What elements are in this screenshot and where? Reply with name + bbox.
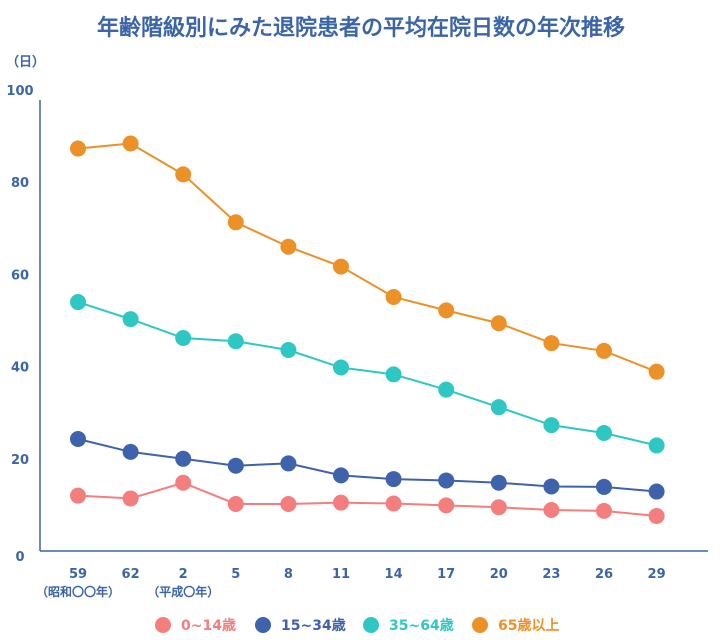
data-point: [333, 494, 349, 511]
chart-title: 年齢階級別にみた退院患者の平均在院日数の年次推移: [96, 16, 625, 41]
series-line: [77, 301, 657, 447]
data-point: [438, 302, 455, 319]
x-tick-label: 11: [332, 567, 350, 582]
data-point: [70, 294, 86, 311]
data-point: [490, 474, 507, 491]
data-point: [385, 495, 402, 512]
data-point: [385, 366, 402, 383]
data-point: [227, 495, 244, 512]
y-tick-label: 60: [11, 268, 29, 283]
data-point: [648, 483, 665, 500]
data-point: [543, 417, 560, 434]
data-point: [385, 288, 402, 305]
data-point: [438, 381, 455, 398]
series-line: [77, 142, 657, 373]
x-tick-label: 20: [490, 567, 508, 582]
data-point: [175, 166, 192, 183]
x-tick-label: 59: [69, 567, 87, 582]
data-point: [333, 467, 349, 484]
series-4: [70, 135, 665, 380]
y-tick-label: 100: [6, 84, 33, 99]
legend-item: 65歳以上: [472, 617, 559, 634]
legend-label: 65歳以上: [498, 617, 559, 634]
data-point: [333, 359, 349, 376]
x-tick-label: 62: [122, 567, 140, 582]
x-tick-label: 8: [284, 567, 293, 582]
x-tick-label: 17: [437, 567, 455, 582]
y-tick-label: 40: [11, 361, 29, 376]
data-point: [280, 238, 297, 255]
series-3: [70, 294, 665, 454]
legend-label: 15~34歳: [281, 617, 346, 634]
data-point: [280, 342, 297, 359]
data-point: [175, 330, 192, 347]
data-point: [227, 457, 244, 474]
legend: 0~14歳 15~34歳 35~64歳 65歳以上: [155, 617, 559, 634]
data-point: [122, 135, 139, 152]
data-point: [596, 424, 612, 441]
data-point: [648, 437, 665, 454]
legend-marker: [255, 617, 271, 633]
x-tick-label: 26: [595, 567, 613, 582]
data-point: [490, 399, 507, 416]
series-line: [77, 481, 657, 517]
legend-marker: [155, 617, 171, 633]
data-point: [70, 140, 86, 157]
data-point: [490, 315, 507, 332]
y-tick-label: 0: [15, 550, 24, 565]
series-2: [70, 430, 665, 500]
y-tick-label: 20: [11, 453, 29, 468]
x-era-label: （昭和〇〇年）: [36, 584, 120, 599]
data-point: [490, 499, 507, 516]
x-tick-label: 29: [648, 567, 666, 582]
data-point: [175, 474, 192, 491]
data-point: [543, 335, 560, 352]
data-point: [543, 501, 560, 518]
data-point: [596, 502, 612, 519]
x-tick-label: 5: [231, 567, 240, 582]
data-point: [596, 342, 612, 359]
data-point: [122, 311, 139, 328]
series-line: [77, 438, 657, 493]
x-axis: 59 62 2 5 8 11 14 17 20 23 26 29 （昭和〇〇年） （平成〇年）: [36, 550, 708, 599]
data-point: [385, 471, 402, 488]
data-point: [543, 478, 560, 495]
series-1: [70, 474, 665, 524]
series-layer: [70, 135, 665, 524]
data-point: [596, 478, 612, 495]
data-point: [70, 430, 86, 447]
x-tick-label: 2: [179, 567, 188, 582]
data-point: [227, 214, 244, 231]
data-point: [438, 472, 455, 489]
data-point: [648, 363, 665, 380]
x-tick-label: 23: [542, 567, 560, 582]
legend-item: 35~64歳: [363, 617, 454, 634]
data-point: [438, 497, 455, 514]
legend-marker: [363, 617, 379, 633]
data-point: [227, 333, 244, 350]
y-tick-label: 80: [11, 176, 29, 191]
legend-marker: [472, 617, 488, 633]
legend-item: 15~34歳: [255, 617, 346, 634]
x-era-label: （平成〇年）: [147, 584, 219, 599]
data-point: [122, 490, 139, 507]
data-point: [648, 507, 665, 524]
data-point: [122, 443, 139, 460]
legend-label: 35~64歳: [389, 617, 454, 634]
data-point: [70, 487, 86, 504]
data-point: [280, 455, 297, 472]
data-point: [280, 495, 297, 512]
y-axis: （日） 0 20 40 60 80 100: [6, 54, 45, 565]
legend-label: 0~14歳: [181, 617, 236, 634]
data-point: [333, 258, 349, 275]
data-point: [175, 450, 192, 467]
x-tick-label: 14: [385, 567, 403, 582]
y-axis-unit-label: （日）: [6, 54, 45, 70]
legend-item: 0~14歳: [155, 617, 236, 634]
